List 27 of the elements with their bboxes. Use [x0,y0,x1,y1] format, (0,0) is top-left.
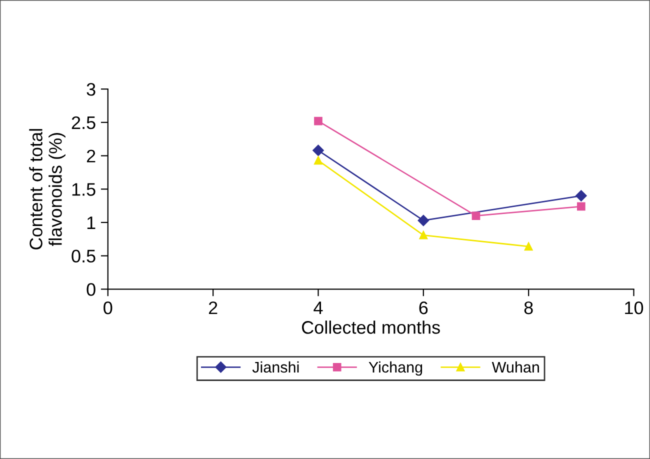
y-tick-label: 2.5 [72,116,96,130]
x-tick-label: 4 [314,302,323,314]
y-tick-label: 2 [86,150,96,162]
point [418,214,430,226]
point [576,190,587,202]
legend-label: Yichang [368,361,422,376]
legend-label: Wuhan [492,361,539,373]
x-tick-label: 8 [524,301,533,314]
point [472,212,480,220]
y-axis-title: Content of total flavonoids (%) [29,129,66,250]
point [577,202,586,211]
x-axis-title: Collected months [302,320,440,334]
y-tick-label: 1 [87,216,96,230]
x-tick-label: 6 [419,301,428,314]
y-tick-label: 3 [86,82,96,96]
point [314,116,322,126]
point [419,230,428,240]
legend-label: Jianshi [252,361,299,373]
x-tick-label: 2 [208,301,218,314]
y-tick-label: 0.5 [72,250,96,263]
y-tick-label: 0 [86,283,96,296]
point [524,242,533,251]
x-tick-label: 10 [625,301,644,314]
y-tick-label: 1.5 [72,183,96,196]
point [312,144,324,156]
x-tick-label: 0 [104,301,112,314]
point [314,156,322,165]
